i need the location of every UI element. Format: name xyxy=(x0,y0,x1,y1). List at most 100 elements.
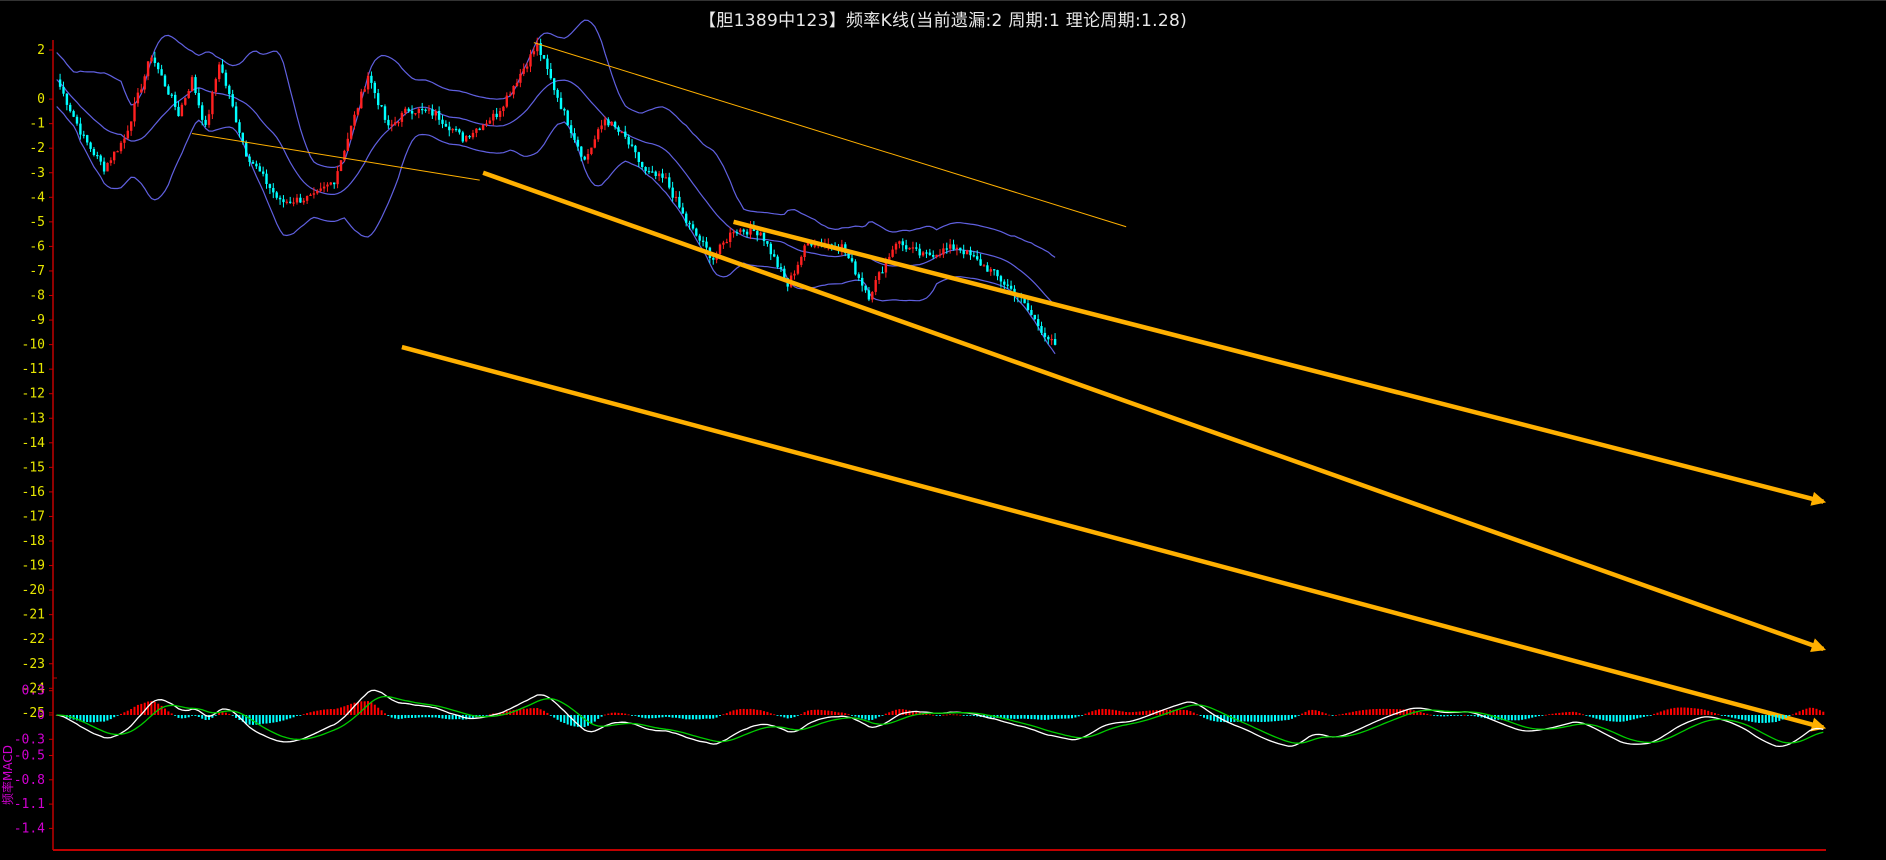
macd-hist-neg xyxy=(634,715,637,716)
macd-hist-pos xyxy=(224,712,227,715)
macd-hist-neg xyxy=(1504,715,1507,721)
candle-up xyxy=(150,57,153,62)
macd-hist-neg xyxy=(390,715,393,718)
macd-hist-pos xyxy=(1318,711,1320,715)
macd-hist-neg xyxy=(1230,715,1232,723)
macd-hist-pos xyxy=(1365,709,1368,715)
macd-hist-pos xyxy=(150,701,153,715)
macd-hist-neg xyxy=(563,715,566,723)
macd-hist-neg xyxy=(999,715,1002,719)
macd-hist-pos xyxy=(1392,709,1395,715)
candle-up xyxy=(326,184,329,187)
macd-hist-neg xyxy=(387,715,390,716)
candle-up xyxy=(136,92,140,104)
candle-up xyxy=(397,122,400,124)
macd-hist-neg xyxy=(1040,715,1043,720)
macd-hist-pos xyxy=(1152,710,1155,715)
macd-hist-neg xyxy=(1226,715,1229,723)
candle-down xyxy=(194,77,197,93)
candle-down xyxy=(925,252,928,254)
macd-hist-neg xyxy=(76,715,78,721)
candle-down xyxy=(668,177,671,188)
candle-down xyxy=(695,228,698,236)
macd-hist-neg xyxy=(1071,715,1073,719)
macd-hist-pos xyxy=(1402,709,1405,715)
candle-up xyxy=(366,75,370,90)
macd-hist-pos xyxy=(1818,710,1821,715)
macd-hist-neg xyxy=(986,715,989,718)
main-y-tick-label: -25 xyxy=(22,706,45,721)
macd-hist-neg xyxy=(1473,715,1476,717)
candle-down xyxy=(617,127,620,132)
macd-hist-pos xyxy=(1104,709,1107,715)
macd-hist-pos xyxy=(1653,713,1656,715)
candle-up xyxy=(803,245,806,257)
macd-hist-neg xyxy=(1500,715,1503,721)
macd-hist-pos xyxy=(312,711,315,715)
macd-hist-neg xyxy=(1074,715,1077,718)
macd-hist-pos xyxy=(526,708,529,715)
macd-hist-pos xyxy=(729,711,732,715)
chart-title: 【胆1389中123】频率K线(当前遗漏:2 周期:1 理论周期:1.28) xyxy=(699,11,1187,31)
candle-up xyxy=(796,264,800,274)
candle-up xyxy=(793,273,796,276)
candle-down xyxy=(969,250,972,256)
candle-up xyxy=(597,129,600,140)
macd-hist-neg xyxy=(197,715,200,717)
macd-hist-neg xyxy=(593,715,596,722)
macd-hist-pos xyxy=(1822,711,1825,715)
macd-hist-neg xyxy=(444,715,447,719)
macd-hist-neg xyxy=(631,715,633,716)
candle-down xyxy=(685,213,688,223)
macd-hist-pos xyxy=(1666,709,1669,715)
macd-hist-pos xyxy=(603,714,606,716)
macd-hist-neg xyxy=(790,715,793,718)
macd-hist-pos xyxy=(221,712,224,715)
candle-down xyxy=(607,119,610,126)
candle-up xyxy=(722,242,725,245)
macd-hist-neg xyxy=(708,715,711,719)
macd-hist-neg xyxy=(962,715,965,716)
candle-down xyxy=(160,69,163,76)
macd-hist-pos xyxy=(1680,707,1683,715)
macd-hist-neg xyxy=(86,715,89,722)
candle-down xyxy=(1053,339,1057,345)
candle-down xyxy=(976,256,979,260)
candle-up xyxy=(302,200,305,203)
macd-hist-neg xyxy=(289,715,292,719)
macd-hist-neg xyxy=(451,715,454,720)
candle-down xyxy=(424,109,427,111)
macd-hist-neg xyxy=(1216,715,1219,722)
candle-up xyxy=(119,142,123,152)
macd-hist-pos xyxy=(949,714,952,715)
macd-hist-neg xyxy=(1747,715,1750,722)
candle-up xyxy=(664,177,668,179)
candle-down xyxy=(228,85,231,95)
macd-hist-pos xyxy=(746,709,749,715)
candle-up xyxy=(471,132,475,138)
candle-up xyxy=(512,86,515,95)
macd-hist-neg xyxy=(1639,715,1642,718)
macd-hist-pos xyxy=(766,711,769,715)
macd-pane xyxy=(55,689,1825,748)
macd-hist-neg xyxy=(1524,715,1527,720)
macd-hist-pos xyxy=(536,708,539,715)
macd-hist-neg xyxy=(939,715,941,716)
macd-hist-pos xyxy=(1338,714,1341,716)
macd-hist-pos xyxy=(820,710,823,715)
candle-up xyxy=(190,77,194,91)
macd-hist-pos xyxy=(911,710,914,715)
macd-hist-neg xyxy=(245,715,248,724)
macd-hist-neg xyxy=(698,715,701,720)
macd-hist-pos xyxy=(1575,712,1578,715)
candle-up xyxy=(339,160,343,171)
macd-hist-pos xyxy=(1693,708,1696,715)
macd-hist-neg xyxy=(1615,715,1618,722)
candle-up xyxy=(414,113,417,115)
macd-hist-neg xyxy=(248,715,251,725)
macd-hist-neg xyxy=(1629,715,1632,721)
macd-hist-neg xyxy=(103,715,106,722)
macd-hist-pos xyxy=(749,708,752,715)
macd-hist-pos xyxy=(373,704,376,715)
macd-hist-pos xyxy=(333,709,336,715)
